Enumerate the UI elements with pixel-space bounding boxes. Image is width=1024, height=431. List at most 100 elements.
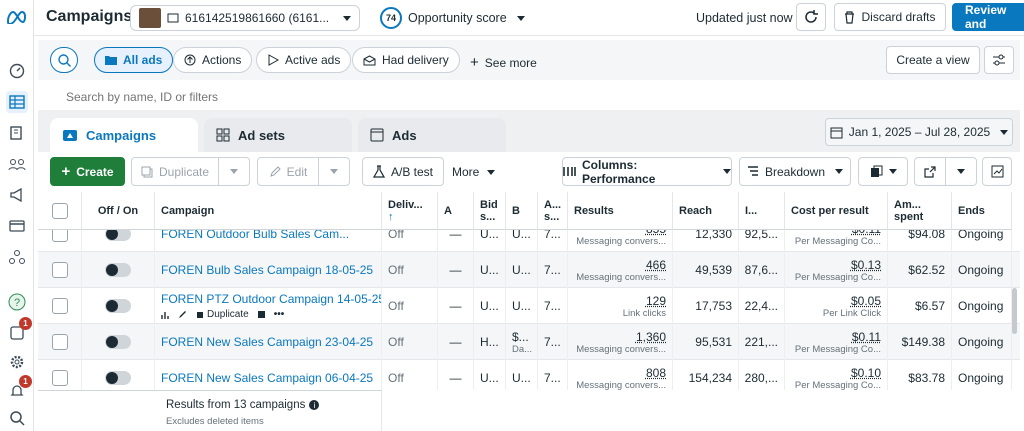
help-icon[interactable]: ? xyxy=(6,291,28,313)
notifications-log-icon[interactable]: 1 xyxy=(6,317,32,344)
filter-actions[interactable]: Actions xyxy=(173,47,253,73)
table-row[interactable]: FOREN Outdoor Bulb Sales Cam... Off — U... U… xyxy=(38,230,1020,252)
tab-ad-sets[interactable]: Ad sets xyxy=(204,118,352,152)
bar-chart-icon[interactable] xyxy=(161,310,170,319)
col-b[interactable]: B xyxy=(506,192,538,230)
search-input[interactable] xyxy=(66,87,666,107)
col-campaign[interactable]: Campaign xyxy=(155,192,382,230)
info-icon[interactable]: i xyxy=(309,400,320,410)
row-checkbox[interactable] xyxy=(51,370,68,386)
campaign-name-link[interactable]: FOREN New Sales Campaign 23-04-25 xyxy=(161,335,374,349)
columns-selector[interactable]: Columns: Performance xyxy=(562,157,732,186)
cpr-value[interactable]: $0.11 xyxy=(852,230,881,236)
export-menu-button[interactable] xyxy=(945,157,977,186)
row-checkbox[interactable] xyxy=(51,262,68,278)
duplicate-menu-button[interactable] xyxy=(218,157,250,186)
results-sub: Messaging convers... xyxy=(576,343,666,355)
results-value[interactable]: 808 xyxy=(645,365,666,380)
meta-logo-icon[interactable] xyxy=(6,6,28,28)
account-selector[interactable]: 616142519861660 (6161... xyxy=(130,5,360,31)
table-icon[interactable] xyxy=(6,91,28,113)
col-off-on[interactable]: Off / On xyxy=(82,192,155,230)
search-toggle-button[interactable] xyxy=(50,47,78,73)
row-checkbox[interactable] xyxy=(51,230,68,242)
tab-campaigns[interactable]: Campaigns xyxy=(50,118,198,152)
select-all-header[interactable] xyxy=(38,192,82,230)
gauge-icon[interactable] xyxy=(6,60,28,82)
campaign-name-link[interactable]: FOREN PTZ Outdoor Campaign 14-05-25 xyxy=(161,292,382,306)
cpr-value[interactable]: $0.13 xyxy=(850,257,881,272)
duplicate-button[interactable]: Duplicate xyxy=(131,157,219,186)
campaign-name-link[interactable]: FOREN New Sales Campaign 06-04-25 xyxy=(161,371,374,385)
select-all-checkbox[interactable] xyxy=(51,202,68,219)
bell-icon[interactable]: 1 xyxy=(6,375,32,402)
pages-icon[interactable] xyxy=(6,122,28,144)
breakdown-selector[interactable]: Breakdown xyxy=(739,157,851,186)
col-a[interactable]: A xyxy=(438,192,474,230)
campaign-toggle[interactable] xyxy=(105,230,131,241)
more-menu[interactable]: More xyxy=(452,165,496,179)
col-delivery[interactable]: Deliv... ↑ xyxy=(382,192,438,230)
export-button[interactable] xyxy=(914,157,946,186)
campaign-toggle[interactable] xyxy=(105,263,131,277)
row-select-cell xyxy=(38,288,82,324)
search-icon[interactable] xyxy=(6,407,28,429)
audience-icon[interactable] xyxy=(6,153,28,175)
campaign-toggle[interactable] xyxy=(105,335,131,349)
scrollbar-thumb[interactable] xyxy=(1012,288,1017,334)
edit-menu-button[interactable] xyxy=(318,157,350,186)
create-button[interactable]: + Create xyxy=(50,157,125,186)
col-bid-strategy[interactable]: Bid s... xyxy=(474,192,506,230)
see-more-filters[interactable]: + See more xyxy=(470,54,537,71)
ab-test-button[interactable]: A/B test xyxy=(362,157,444,186)
col-ends[interactable]: Ends xyxy=(952,192,1012,230)
discard-drafts-button[interactable]: Discard drafts xyxy=(834,3,946,31)
table-row[interactable]: FOREN PTZ Outdoor Campaign 14-05-25 Dupli… xyxy=(38,288,1020,324)
filter-active-ads[interactable]: Active ads xyxy=(256,47,352,73)
megaphone-icon[interactable] xyxy=(6,184,28,206)
col-cost-per-result[interactable]: Cost per result xyxy=(785,192,888,230)
col-results[interactable]: Results xyxy=(568,192,673,230)
settings-icon[interactable] xyxy=(6,351,28,373)
date-range-picker[interactable]: Jan 1, 2025 – Jul 28, 2025 xyxy=(825,118,1013,146)
table-row[interactable]: FOREN Bulb Sales Campaign 18-05-25 Off — U.… xyxy=(38,252,1020,288)
campaign-name-link[interactable]: FOREN Bulb Sales Campaign 18-05-25 xyxy=(161,263,374,277)
pencil-icon[interactable] xyxy=(178,310,187,319)
toggle-cell xyxy=(82,288,155,324)
more-icon[interactable]: ••• xyxy=(273,309,285,320)
campaign-toggle[interactable] xyxy=(105,299,131,313)
table-row[interactable]: FOREN New Sales Campaign 06-04-25 Off — U..… xyxy=(38,360,1020,390)
row-duplicate-button[interactable]: Duplicate xyxy=(195,309,249,320)
cpr-value[interactable]: $0.10 xyxy=(850,365,881,380)
refresh-button[interactable] xyxy=(796,3,826,31)
cpr-value[interactable]: $0.11 xyxy=(851,329,881,344)
cpr-value[interactable]: $0.05 xyxy=(850,293,881,308)
col-as[interactable]: A... s... xyxy=(538,192,568,230)
col-amount-spent[interactable]: Am... spent xyxy=(888,192,952,230)
image-icon[interactable] xyxy=(257,310,266,319)
create-view-button[interactable]: Create a view xyxy=(886,46,980,74)
campaign-toggle[interactable] xyxy=(105,371,131,385)
filter-settings-button[interactable] xyxy=(984,46,1014,74)
reports-button[interactable] xyxy=(858,157,908,186)
opportunity-score[interactable]: 74 Opportunity score xyxy=(380,7,525,29)
events-icon[interactable] xyxy=(6,246,28,268)
results-value[interactable]: 1,360 xyxy=(635,329,666,344)
table-row[interactable]: FOREN New Sales Campaign 23-04-25 Off — H..… xyxy=(38,324,1020,360)
review-publish-button[interactable]: Review and xyxy=(952,3,1024,31)
billing-card-icon[interactable] xyxy=(6,215,28,237)
edit-button[interactable]: Edit xyxy=(257,157,319,186)
row-checkbox[interactable] xyxy=(51,334,68,350)
filter-all-ads[interactable]: All ads xyxy=(94,47,174,73)
tab-ads[interactable]: Ads xyxy=(358,118,506,152)
discard-label: Discard drafts xyxy=(861,10,936,24)
campaign-name-link[interactable]: FOREN Outdoor Bulb Sales Cam... xyxy=(161,230,350,241)
filter-had-delivery[interactable]: Had delivery xyxy=(352,47,460,73)
row-checkbox[interactable] xyxy=(51,298,68,314)
results-value[interactable]: 466 xyxy=(645,257,666,272)
col-reach[interactable]: Reach xyxy=(673,192,739,230)
charts-button[interactable] xyxy=(982,157,1012,186)
results-value[interactable]: 129 xyxy=(645,293,666,308)
results-value[interactable]: 855 xyxy=(646,230,666,236)
col-impressions[interactable]: I... xyxy=(739,192,785,230)
